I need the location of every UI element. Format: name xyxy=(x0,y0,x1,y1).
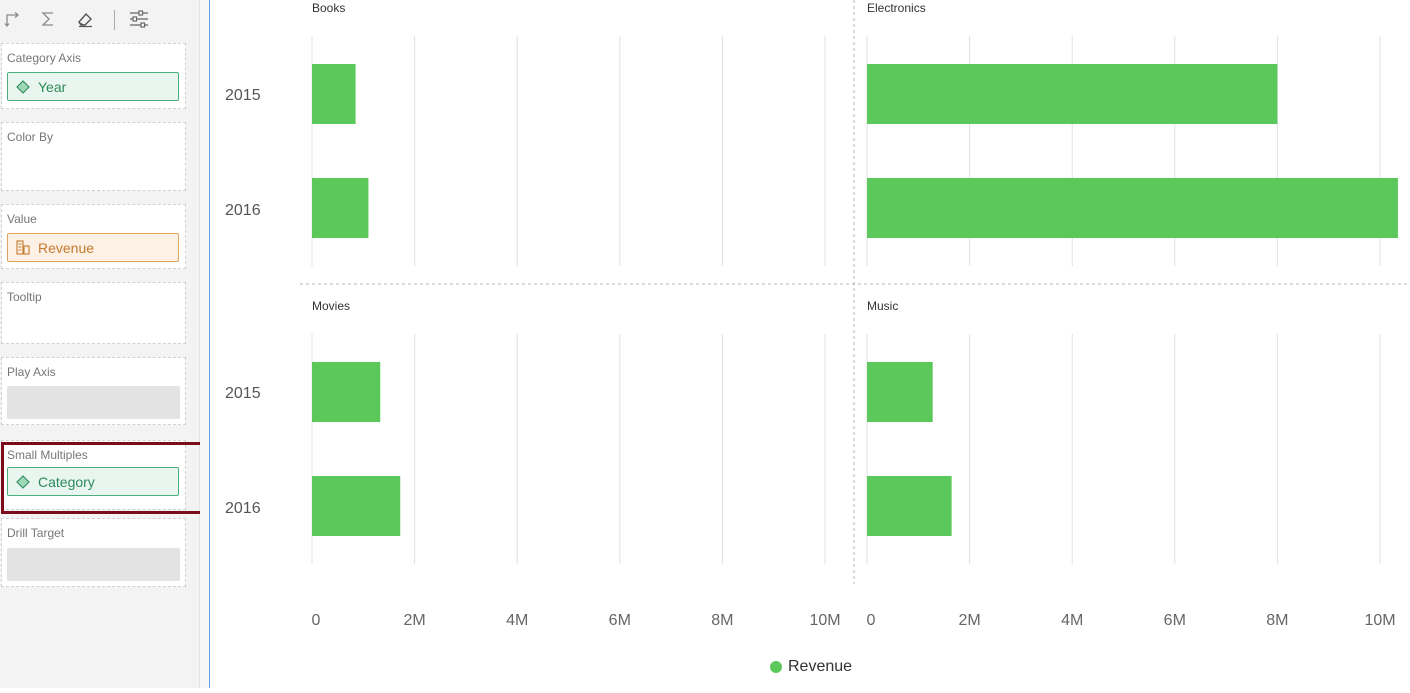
chart-legend[interactable]: Revenue xyxy=(770,658,852,676)
x-tick-label: 6M xyxy=(1164,612,1186,629)
bar-electronics-2015[interactable] xyxy=(867,64,1278,124)
swap-axes-icon[interactable] xyxy=(3,9,23,29)
bar-movies-2015[interactable] xyxy=(312,362,381,422)
category-label-2015: 2015 xyxy=(225,385,261,402)
panel-splitter[interactable] xyxy=(200,0,210,688)
sigma-icon[interactable] xyxy=(38,9,58,29)
category-label-2015: 2015 xyxy=(225,87,261,104)
x-tick-label: 10M xyxy=(1364,612,1395,629)
drill-target-label: Drill Target xyxy=(7,526,65,540)
bar-music-2015[interactable] xyxy=(867,362,933,422)
bar-music-2016[interactable] xyxy=(867,476,952,536)
color-by-label: Color By xyxy=(7,130,54,144)
tooltip-label: Tooltip xyxy=(7,290,42,304)
bar-movies-2016[interactable] xyxy=(312,476,401,536)
bar-books-2015[interactable] xyxy=(312,64,356,124)
drill-target-drop-zone[interactable] xyxy=(7,548,180,581)
drill-target-well[interactable]: Drill Target xyxy=(1,518,186,587)
x-tick-label: 8M xyxy=(711,612,733,629)
play-axis-well[interactable]: Play Axis xyxy=(1,357,186,425)
play-axis-label: Play Axis xyxy=(7,365,56,379)
tooltip-well[interactable]: Tooltip xyxy=(1,282,186,344)
panel-title-electronics: Electronics xyxy=(867,1,926,15)
panel-title-movies: Movies xyxy=(312,299,350,313)
eraser-icon[interactable] xyxy=(75,9,95,29)
x-tick-label: 10M xyxy=(809,612,840,629)
x-tick-label: 6M xyxy=(609,612,631,629)
x-tick-label: 8M xyxy=(1266,612,1288,629)
legend-revenue-label: Revenue xyxy=(788,658,853,675)
x-tick-label: 0 xyxy=(867,612,876,629)
small-multiples-bar-chart: Books 2015 2016 Electronics Movies 2015 2016 Mu… xyxy=(210,0,1410,688)
legend-revenue-marker xyxy=(770,661,782,673)
small-multiples-label: Small Multiples xyxy=(7,448,88,462)
dimension-diamond-icon xyxy=(15,79,31,95)
year-field-chip[interactable]: Year xyxy=(7,72,179,101)
x-tick-label: 0 xyxy=(312,612,321,629)
revenue-field-label: Revenue xyxy=(38,239,95,256)
category-field-label: Category xyxy=(38,473,95,490)
panel-title-music: Music xyxy=(867,299,898,313)
category-axis-well[interactable]: Category Axis Year xyxy=(1,43,186,109)
settings-sliders-icon[interactable] xyxy=(129,9,149,29)
revenue-field-chip[interactable]: Revenue xyxy=(7,233,179,262)
category-label-2016: 2016 xyxy=(225,500,261,517)
category-field-chip[interactable]: Category xyxy=(7,467,179,496)
x-tick-label: 4M xyxy=(506,612,528,629)
x-tick-label: 2M xyxy=(958,612,980,629)
bar-books-2016[interactable] xyxy=(312,178,369,238)
play-axis-drop-zone[interactable] xyxy=(7,386,180,419)
small-multiples-well[interactable]: Small Multiples Category xyxy=(1,440,186,510)
wells-toolbar xyxy=(0,0,199,38)
year-field-label: Year xyxy=(38,78,67,95)
color-by-well[interactable]: Color By xyxy=(1,122,186,191)
chart-canvas: Books 2015 2016 Electronics Movies 2015 2016 Mu… xyxy=(225,0,1410,629)
x-tick-label: 2M xyxy=(403,612,425,629)
x-tick-label: 4M xyxy=(1061,612,1083,629)
bar-electronics-2016[interactable] xyxy=(867,178,1398,238)
value-well[interactable]: Value Revenue xyxy=(1,204,186,269)
panel-title-books: Books xyxy=(312,1,345,15)
category-label-2016: 2016 xyxy=(225,202,261,219)
category-axis-label: Category Axis xyxy=(7,51,82,65)
field-wells-panel: Category Axis Year Color By Value Revenu… xyxy=(0,0,204,688)
measure-bar-icon xyxy=(15,240,31,256)
value-label: Value xyxy=(7,212,37,226)
toolbar-divider xyxy=(114,10,115,30)
dimension-diamond-icon xyxy=(15,474,31,490)
